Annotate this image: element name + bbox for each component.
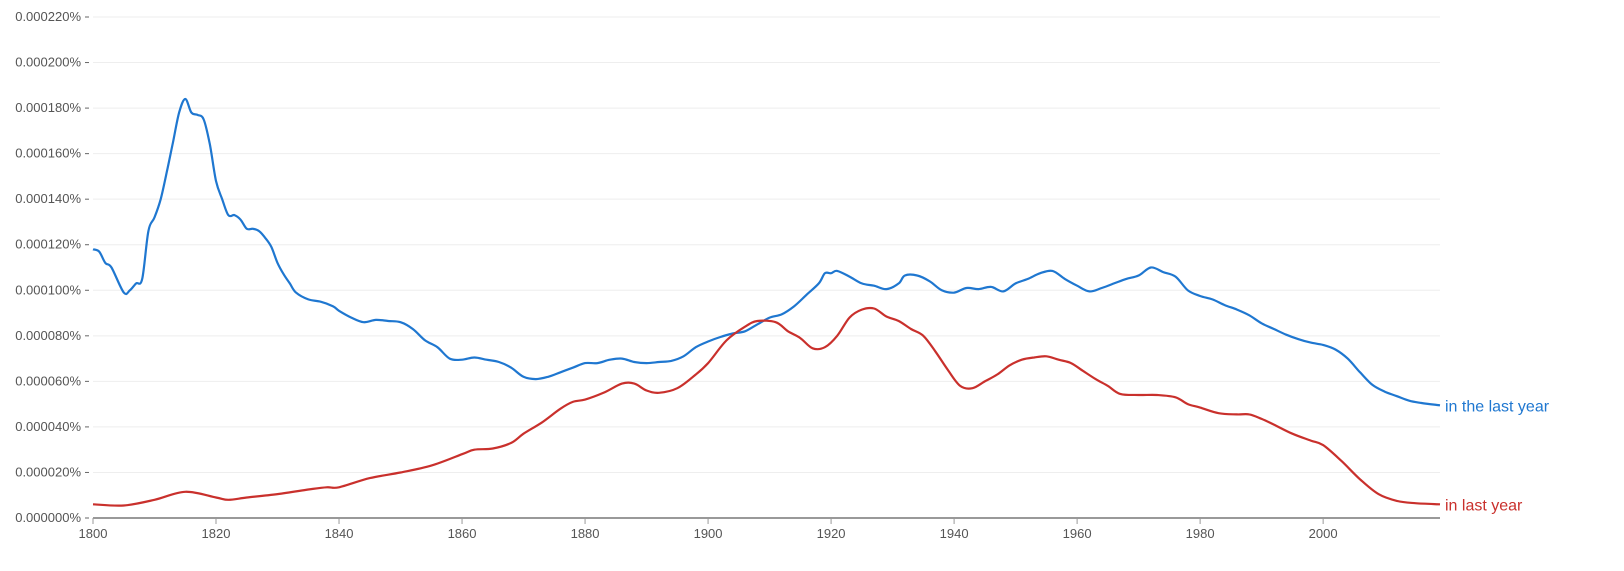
y-tick-label: 0.000120% bbox=[15, 237, 81, 252]
x-tick-label: 1920 bbox=[817, 526, 846, 541]
y-tick-label: 0.000160% bbox=[15, 146, 81, 161]
y-tick-label: 0.000000% bbox=[15, 510, 81, 525]
x-tick-label: 1980 bbox=[1186, 526, 1215, 541]
y-tick-label: 0.000100% bbox=[15, 282, 81, 297]
gridlines bbox=[93, 16, 1440, 473]
y-tick-label: 0.000200% bbox=[15, 55, 81, 70]
y-tick-label: 0.000040% bbox=[15, 419, 81, 434]
series-label-0[interactable]: in the last year bbox=[1445, 398, 1550, 415]
x-tick-label: 1840 bbox=[325, 526, 354, 541]
series-labels: in the last year in last year bbox=[1445, 398, 1550, 514]
x-tick-label: 1940 bbox=[940, 526, 969, 541]
x-tick-label: 1900 bbox=[694, 526, 723, 541]
series-line-1[interactable] bbox=[92, 306, 1441, 507]
y-tick-label: 0.000060% bbox=[15, 373, 81, 388]
x-tick-label: 1820 bbox=[202, 526, 231, 541]
x-axis: 1800 1820 1840 1860 1880 1900 1920 1940 1960 1980… bbox=[79, 517, 1440, 541]
series-label-1[interactable]: in last year bbox=[1445, 497, 1523, 514]
y-tick-label: 0.000020% bbox=[15, 464, 81, 479]
series-lines bbox=[92, 97, 1441, 507]
x-tick-label: 1860 bbox=[448, 526, 477, 541]
y-tick-label: 0.000140% bbox=[15, 191, 81, 206]
y-tick-label: 0.000220% bbox=[15, 9, 81, 24]
series-line-0[interactable] bbox=[92, 97, 1441, 407]
y-tick-label: 0.000080% bbox=[15, 328, 81, 343]
x-tick-label: 1960 bbox=[1063, 526, 1092, 541]
x-tick-label: 2000 bbox=[1309, 526, 1338, 541]
x-tick-label: 1800 bbox=[79, 526, 108, 541]
x-tick-label: 1880 bbox=[571, 526, 600, 541]
y-axis: 0.000000% 0.000020% 0.000040% 0.000060% 0.00… bbox=[15, 9, 89, 525]
y-tick-label: 0.000180% bbox=[15, 100, 81, 115]
